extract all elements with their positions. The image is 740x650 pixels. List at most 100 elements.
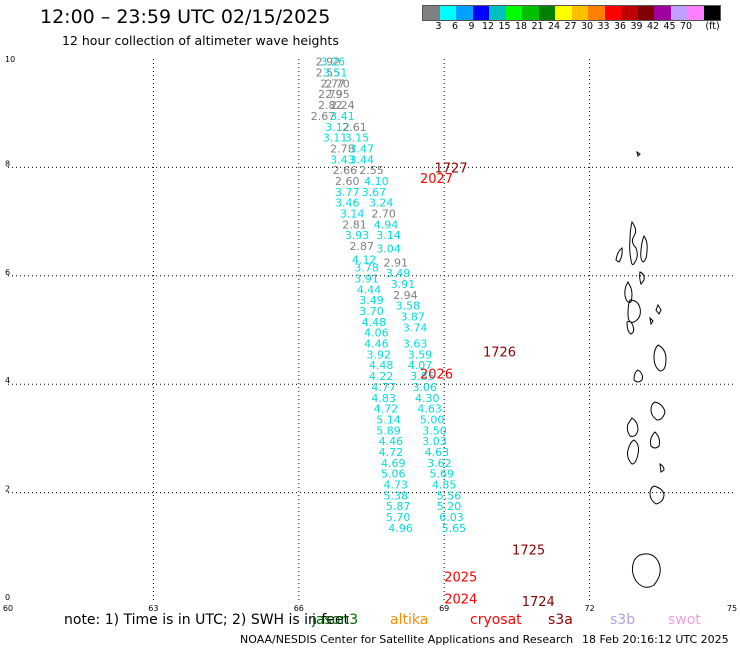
wave-height-value: 4.96	[388, 522, 413, 535]
wave-height-value: 3.93	[345, 229, 370, 242]
legend-label: 6	[451, 21, 459, 32]
wave-height-value: 2.95	[325, 88, 350, 101]
wave-height-value: 4.73	[383, 478, 408, 491]
wave-height-value: 2.70	[371, 207, 396, 220]
wave-height-value: 4.94	[374, 218, 399, 231]
wave-height-value: 2.55	[316, 67, 341, 80]
footer-note: note: 1) Time is in UTC; 2) SWH is in fe…	[64, 612, 350, 628]
wave-height-value: 4.22	[369, 370, 394, 383]
wave-height-value: 5.14	[376, 413, 401, 426]
wave-height-value: 2.70	[325, 77, 350, 90]
y-tick-label: 10	[5, 55, 15, 64]
legend-swatch	[489, 6, 506, 20]
wave-height-value: 5.87	[386, 500, 411, 513]
legend-label: (ft)	[705, 21, 720, 32]
island-atoll	[629, 220, 638, 266]
wave-height-value: 3.77	[335, 186, 360, 199]
wave-height-value: 3.03	[422, 435, 447, 448]
legend-label: 21	[531, 21, 544, 32]
wave-height-value: 3.26	[320, 56, 345, 69]
wave-height-value: 5.00	[420, 413, 445, 426]
y-tick-label: 2	[5, 485, 10, 494]
wave-height-value: 3.04	[376, 243, 401, 256]
wave-height-value: 3.63	[403, 338, 428, 351]
legend-swatch	[472, 6, 489, 20]
wave-height-value: 5.65	[442, 522, 467, 535]
wave-height-value: 4.07	[408, 359, 433, 372]
color-scale-labels: 3 6 9 12 15 18 21 24 27 30 33 36 39 42 45 70 (ft)	[422, 21, 740, 33]
legend-label: 70	[679, 21, 693, 32]
wave-height-value: 3.92	[367, 348, 392, 361]
wave-height-value: 4.83	[371, 392, 396, 405]
wave-height-value: 2.79	[318, 88, 343, 101]
legend-swatch	[621, 6, 638, 20]
legend-swatch	[538, 6, 555, 20]
wave-height-value: 3.78	[354, 262, 379, 275]
legend-swatch	[703, 6, 720, 20]
wave-height-value: 2.66	[333, 164, 358, 177]
legend-swatch	[439, 6, 456, 20]
island-atoll	[636, 150, 641, 157]
x-tick-label: 69	[439, 604, 449, 613]
satellite-s3b: s3b	[610, 612, 636, 628]
wave-height-value: 5.70	[386, 511, 411, 524]
wave-height-value: 4.06	[364, 327, 389, 340]
wave-height-value: 2.61	[342, 121, 367, 134]
page-subtitle: 12 hour collection of altimeter wave hei…	[62, 33, 339, 48]
island-atoll	[626, 417, 639, 437]
legend-label: 30	[580, 21, 594, 32]
legend-label: 39	[630, 21, 643, 32]
satellite-s3a: s3a	[548, 612, 573, 628]
island-atoll	[626, 321, 635, 335]
wave-height-value: 2.24	[330, 99, 355, 112]
wave-height-value: 3.14	[340, 207, 365, 220]
wave-height-value: 4.10	[364, 175, 389, 188]
wave-height-value: 4.30	[415, 392, 440, 405]
wave-height-value: 3.41	[330, 110, 355, 123]
wave-height-value: 5.06	[381, 468, 406, 481]
x-tick-label: 72	[585, 604, 595, 613]
legend-label: 45	[663, 21, 676, 32]
wave-height-value: 2.60	[335, 175, 360, 188]
wave-height-value: 3.62	[427, 457, 452, 470]
legend-swatch	[571, 6, 588, 20]
pass-time-label: 2025	[444, 571, 477, 586]
wave-height-value: 4.46	[364, 338, 389, 351]
legend-label: 9	[468, 21, 475, 32]
wave-height-value: 4.77	[371, 381, 396, 394]
wave-height-value: 5.89	[376, 424, 401, 437]
legend-swatch	[637, 6, 654, 20]
wave-height-value: 3.46	[335, 197, 360, 210]
wave-height-value: 3.50	[422, 424, 447, 437]
y-tick-label: 0	[5, 593, 10, 602]
legend-swatch	[522, 6, 539, 20]
wave-height-value: 3.11	[323, 132, 348, 145]
wave-height-value: 3.74	[403, 321, 428, 334]
pass-time-label: 2024	[444, 592, 477, 607]
wave-height-value: 2.94	[393, 289, 418, 302]
pass-time-label: 1727	[435, 161, 468, 176]
wave-height-value: 3.44	[350, 153, 375, 166]
credit-line: NOAA/NESDIS Center for Satellite Applica…	[240, 633, 574, 646]
x-tick-label: 66	[294, 604, 304, 613]
axis-tick-labels: 60 63 66 69 72 75 0 2 4 6 8 10	[3, 55, 737, 613]
wave-height-value: 4.85	[432, 478, 457, 491]
x-tick-label: 75	[727, 604, 737, 613]
island-atoll	[631, 553, 661, 588]
wave-height-value: 3.87	[400, 310, 425, 323]
island-atoll	[624, 281, 633, 303]
legend-swatch	[588, 6, 605, 20]
legend-swatch	[604, 6, 621, 20]
wave-height-value: 5.56	[437, 489, 462, 502]
legend-label: 3	[435, 21, 442, 32]
color-scale-legend	[422, 5, 721, 21]
y-tick-label: 6	[5, 268, 10, 277]
wave-height-value: 4.72	[374, 403, 399, 416]
x-tick-label: 63	[148, 604, 158, 613]
wave-height-value: 3.59	[408, 348, 433, 361]
island-atoll	[627, 439, 639, 465]
generation-timestamp: 18 Feb 20:16:12 UTC 2025	[582, 633, 729, 646]
pass-time-label: 1725	[512, 544, 545, 559]
wave-height-value: 5.38	[383, 489, 408, 502]
